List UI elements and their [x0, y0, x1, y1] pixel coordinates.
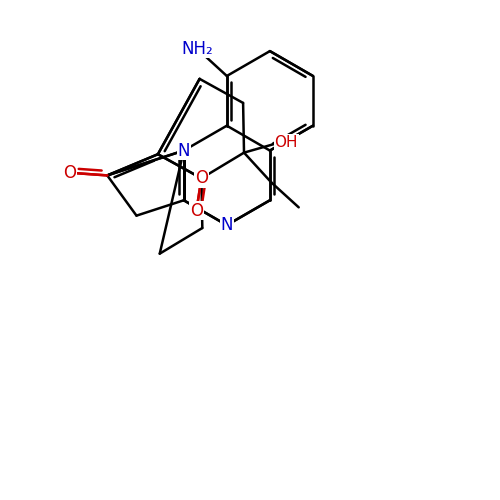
Text: O: O [64, 164, 76, 182]
Text: O: O [190, 202, 203, 220]
Text: O: O [195, 170, 208, 188]
Text: N: N [220, 216, 233, 234]
Text: N: N [178, 142, 190, 160]
Text: OH: OH [274, 135, 298, 150]
Text: NH₂: NH₂ [181, 40, 213, 58]
